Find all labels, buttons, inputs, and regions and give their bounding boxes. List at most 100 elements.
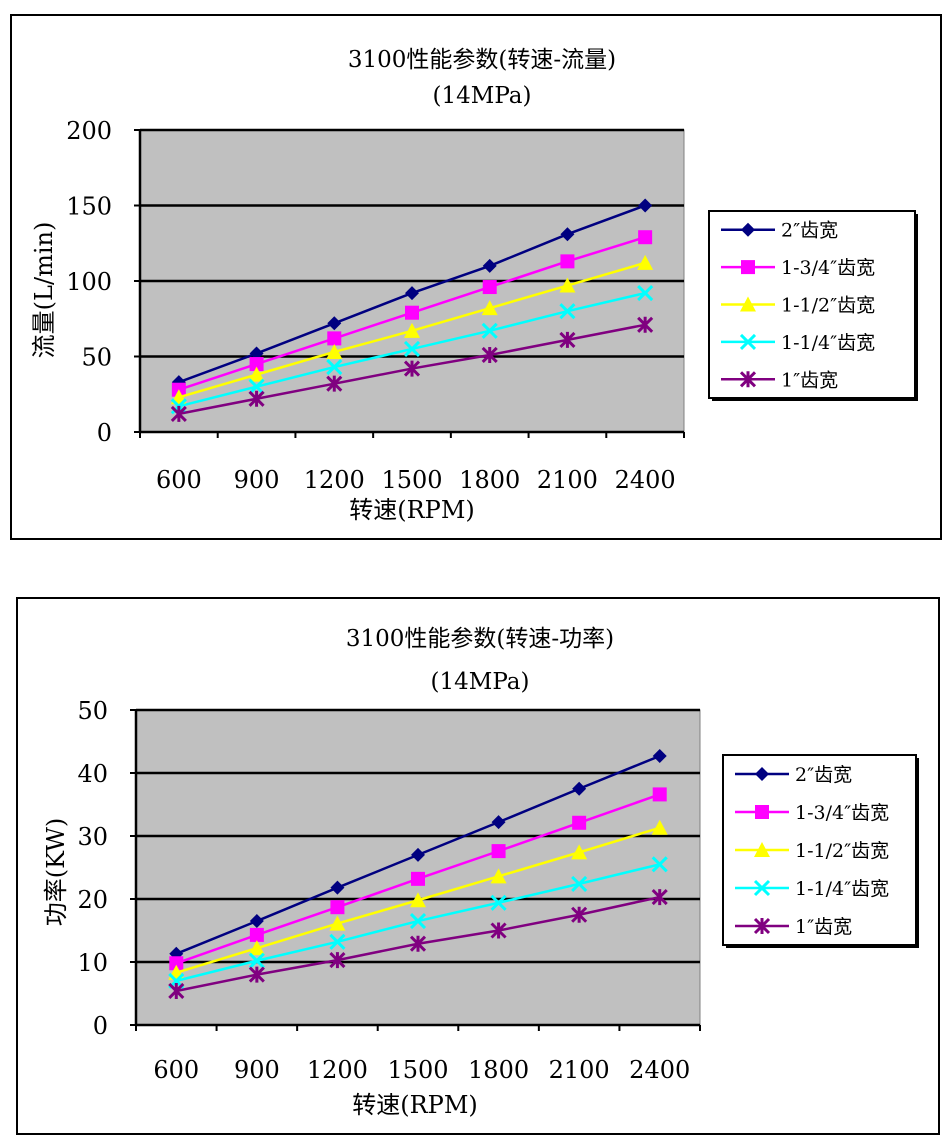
data-point [491,815,506,830]
legend-marker [741,260,755,275]
y-tick-label: 20 [77,886,108,914]
data-point [249,914,264,929]
chart-title: 3100性能参数(转速-功率) [346,626,614,652]
y-tick-label: 30 [77,823,108,851]
legend-marker [754,842,770,857]
y-tick-label: 0 [97,419,112,447]
data-point [559,303,576,320]
data-point [572,781,587,796]
data-point [248,378,265,395]
legend-label: 1-1/4″齿宽 [781,332,875,354]
data-point [409,912,427,930]
data-point [490,868,507,884]
legend-marker [755,805,769,819]
data-point [248,952,265,969]
legend-label: 2″齿宽 [795,764,852,786]
x-tick-label: 600 [156,466,202,494]
chart-title: 3100性能参数(转速-流量) [348,47,616,73]
legend-label: 1-1/2″齿宽 [781,295,875,317]
x-tick-label: 2100 [549,1056,610,1084]
legend-item: 1-1/4″齿宽 [735,878,889,900]
plot-area [135,709,701,1026]
x-tick-label: 900 [234,466,280,494]
data-point [410,892,426,908]
data-point [637,285,654,302]
legend-marker [739,333,757,350]
y-tick-label: 150 [66,193,112,221]
series-3 [170,254,654,405]
data-point [411,847,425,862]
data-point [638,230,653,245]
data-point [638,198,653,213]
x-tick-label: 2100 [537,466,598,494]
legend: 2″齿宽 1-3/4″齿宽 1-1/2″齿宽 1-1/4″齿宽 1″齿宽 [708,210,918,401]
data-point [571,875,588,892]
data-point [560,254,575,269]
x-tick-label: 600 [153,1056,199,1084]
data-point [652,748,667,763]
data-point [404,322,420,338]
data-point [330,880,345,895]
data-point [403,340,421,358]
series-3 [168,819,668,980]
data-point [326,375,343,392]
legend-label: 1″齿宽 [781,369,838,391]
data-point [405,286,419,301]
data-point [571,906,588,923]
data-point [248,966,265,983]
data-point [482,280,497,295]
series-5 [168,889,668,1000]
y-axis-title: 流量(L/min) [30,222,58,359]
legend-marker [755,767,769,781]
data-point [651,856,668,873]
data-point [481,346,498,364]
y-axis-title: 功率(KW) [42,818,70,926]
x-tick-label: 1800 [459,466,520,494]
legend-marker [740,296,756,312]
chart-2: 3100性能参数(转速-功率) (14MPa) 0 10 20 30 40 50 600 900 1… [42,626,919,1119]
x-tick-label: 1200 [307,1056,368,1084]
legend-label: 1″齿宽 [795,916,852,938]
y-tick-label: 10 [77,949,108,977]
chart-1: 3100性能参数(转速-流量) (14MPa) 0 50 100 150 200 600 900… [30,47,918,524]
x-axis-title: 转速(RPM) [349,496,475,524]
x-tick-label: 1800 [468,1056,529,1084]
data-point [326,343,343,359]
x-tick-label: 2400 [629,1056,690,1084]
x-tick-label: 1200 [304,466,365,494]
legend-item: 2″齿宽 [721,220,838,242]
data-point [559,277,576,293]
x-tick-label: 2400 [615,466,676,494]
legend-marker [741,222,755,237]
data-point [559,331,576,348]
data-point [481,300,498,316]
data-point [248,940,265,956]
data-point [405,305,419,320]
data-point [327,316,342,331]
legend-label: 1-3/4″齿宽 [781,257,875,279]
series-2 [171,230,653,397]
legend-marker [753,917,771,935]
data-point [329,915,346,931]
series-1 [171,198,653,390]
data-point [169,956,184,971]
legend-item: 1-1/4″齿宽 [721,332,875,354]
y-tick-label: 40 [77,760,108,788]
x-tick-label: 1500 [387,1056,448,1084]
data-point [571,844,588,860]
chart-subtitle: (14MPa) [433,83,532,109]
legend-item: 1-1/2″齿宽 [735,840,889,862]
y-tick-label: 100 [66,268,112,296]
x-tick-label: 1500 [381,466,442,494]
data-point [482,258,497,273]
legend-label: 1-1/2″齿宽 [795,840,889,862]
legend-marker [739,371,757,388]
legend-label: 1-1/4″齿宽 [795,878,889,900]
data-point [330,900,345,915]
series-4 [170,285,654,415]
series-2 [169,787,667,971]
data-point [403,360,421,377]
data-point [651,889,668,906]
data-point [409,935,427,952]
